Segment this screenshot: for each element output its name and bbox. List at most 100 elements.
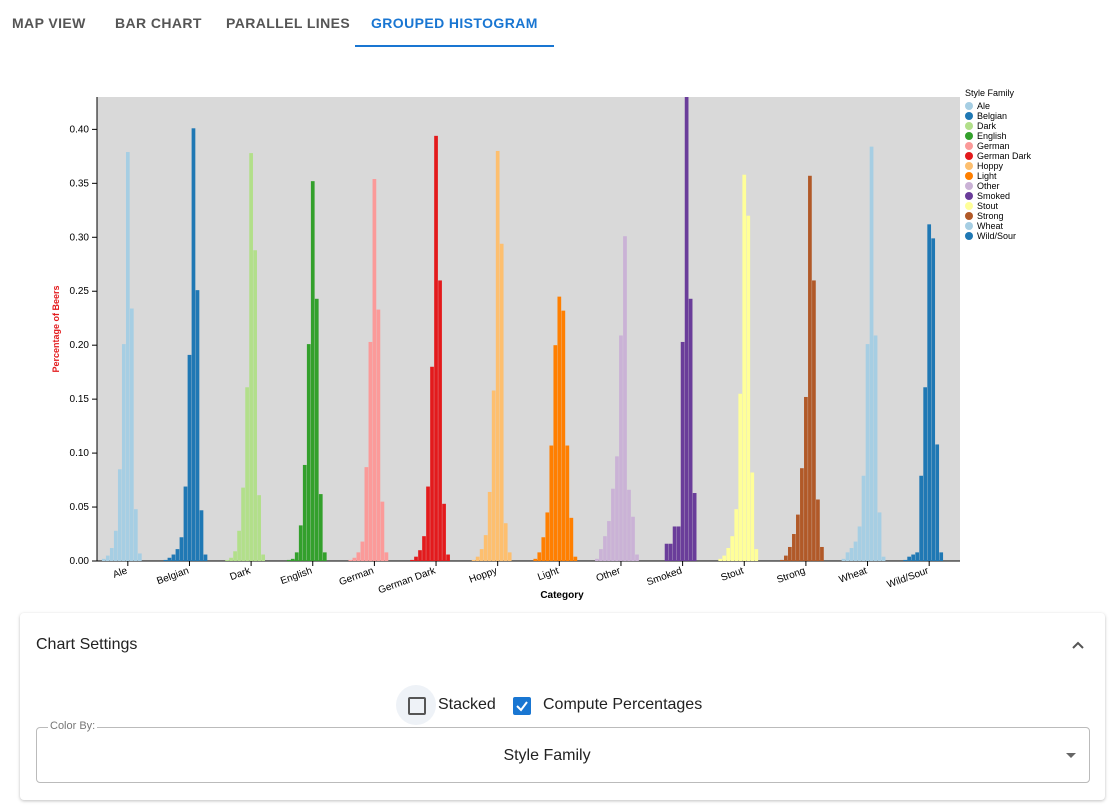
bar: [907, 556, 912, 561]
checkbox-label[interactable]: Compute Percentages: [543, 696, 703, 713]
bar: [503, 523, 508, 561]
legend-label: Smoked: [977, 191, 1010, 201]
bar: [788, 546, 792, 561]
bar: [179, 537, 184, 561]
checkbox[interactable]: [513, 697, 531, 715]
legend-label: Dark: [977, 121, 997, 131]
bar: [545, 512, 550, 561]
bar: [249, 153, 253, 561]
bar: [573, 556, 578, 561]
panel-title: Chart Settings: [36, 636, 138, 653]
bar: [800, 468, 804, 561]
y-tick-label: 0.00: [70, 556, 90, 567]
bar: [430, 366, 434, 561]
bar: [410, 559, 414, 561]
bar: [475, 556, 480, 561]
bar: [927, 224, 932, 561]
bar: [784, 555, 788, 561]
bar: [857, 526, 862, 561]
bar: [376, 309, 381, 561]
bar: [191, 128, 196, 561]
bar: [310, 181, 315, 562]
bar: [541, 537, 546, 561]
bar: [133, 509, 138, 561]
legend-label: Belgian: [977, 111, 1007, 121]
collapse-icon[interactable]: [1070, 637, 1086, 653]
bar: [607, 521, 611, 561]
select-value[interactable]: Style Family: [503, 747, 591, 764]
bar: [635, 554, 639, 561]
legend-swatch: [965, 112, 973, 120]
bar: [434, 135, 438, 562]
select[interactable]: [36, 727, 1090, 783]
bar: [668, 543, 673, 561]
bar: [684, 97, 689, 561]
bar: [414, 556, 418, 561]
bar: [939, 552, 944, 561]
bar: [692, 493, 697, 561]
dropdown-arrow[interactable]: [1066, 753, 1076, 758]
bar: [113, 530, 118, 561]
bar: [853, 541, 858, 561]
legend-label: Wheat: [977, 221, 1004, 231]
bar: [237, 530, 241, 561]
bar: [442, 503, 446, 561]
bar: [615, 456, 619, 561]
bar: [734, 509, 739, 561]
bar: [290, 558, 295, 561]
select-label: Color By:: [48, 720, 98, 732]
checkmark: [516, 701, 528, 712]
x-tick-label: Smoked: [645, 565, 683, 588]
legend-title: Style Family: [965, 88, 1015, 98]
bar: [438, 280, 442, 561]
x-axis-label: Category: [540, 590, 584, 601]
bar: [163, 559, 168, 561]
bar: [298, 525, 303, 561]
tab[interactable]: GROUPED HISTOGRAM: [371, 15, 538, 31]
bar: [919, 475, 924, 561]
tab[interactable]: BAR CHART: [115, 15, 202, 31]
bar: [672, 526, 677, 561]
bar: [565, 445, 570, 561]
legend-swatch: [965, 162, 973, 170]
bar: [631, 516, 635, 561]
chart: Category Percentage of Beers Style Famil…: [51, 88, 1032, 601]
checkbox-label[interactable]: Stacked: [438, 696, 496, 713]
bar: [380, 501, 385, 561]
bar: [109, 548, 114, 561]
bar: [935, 444, 940, 561]
x-tick-label: Dark: [229, 565, 254, 583]
bar: [175, 549, 180, 561]
bar: [105, 555, 110, 561]
bar: [245, 387, 249, 561]
x-tick-label: German Dark: [377, 565, 438, 596]
bar: [561, 310, 566, 561]
bar: [903, 559, 907, 561]
checkbox[interactable]: [408, 697, 426, 715]
bar: [167, 557, 172, 561]
bar: [117, 469, 122, 561]
bar: [816, 499, 820, 561]
legend-label: Strong: [977, 211, 1004, 221]
bar: [549, 445, 554, 561]
legend-label: Hoppy: [977, 161, 1004, 171]
bar: [553, 345, 558, 561]
bar: [718, 558, 723, 561]
bar: [730, 536, 735, 561]
bar: [845, 552, 850, 561]
tab[interactable]: MAP VIEW: [12, 15, 86, 31]
bar: [742, 174, 747, 561]
x-tick-label: German: [338, 565, 376, 588]
legend-swatch: [965, 102, 973, 110]
tab[interactable]: PARALLEL LINES: [226, 15, 351, 31]
bar: [471, 559, 476, 561]
y-tick-label: 0.20: [70, 340, 90, 351]
bar: [318, 494, 323, 561]
bar: [869, 146, 874, 561]
bar: [129, 308, 134, 561]
bar: [841, 558, 846, 561]
bar: [537, 552, 542, 561]
bar: [286, 559, 291, 561]
bar: [384, 552, 389, 561]
bar: [533, 558, 538, 561]
